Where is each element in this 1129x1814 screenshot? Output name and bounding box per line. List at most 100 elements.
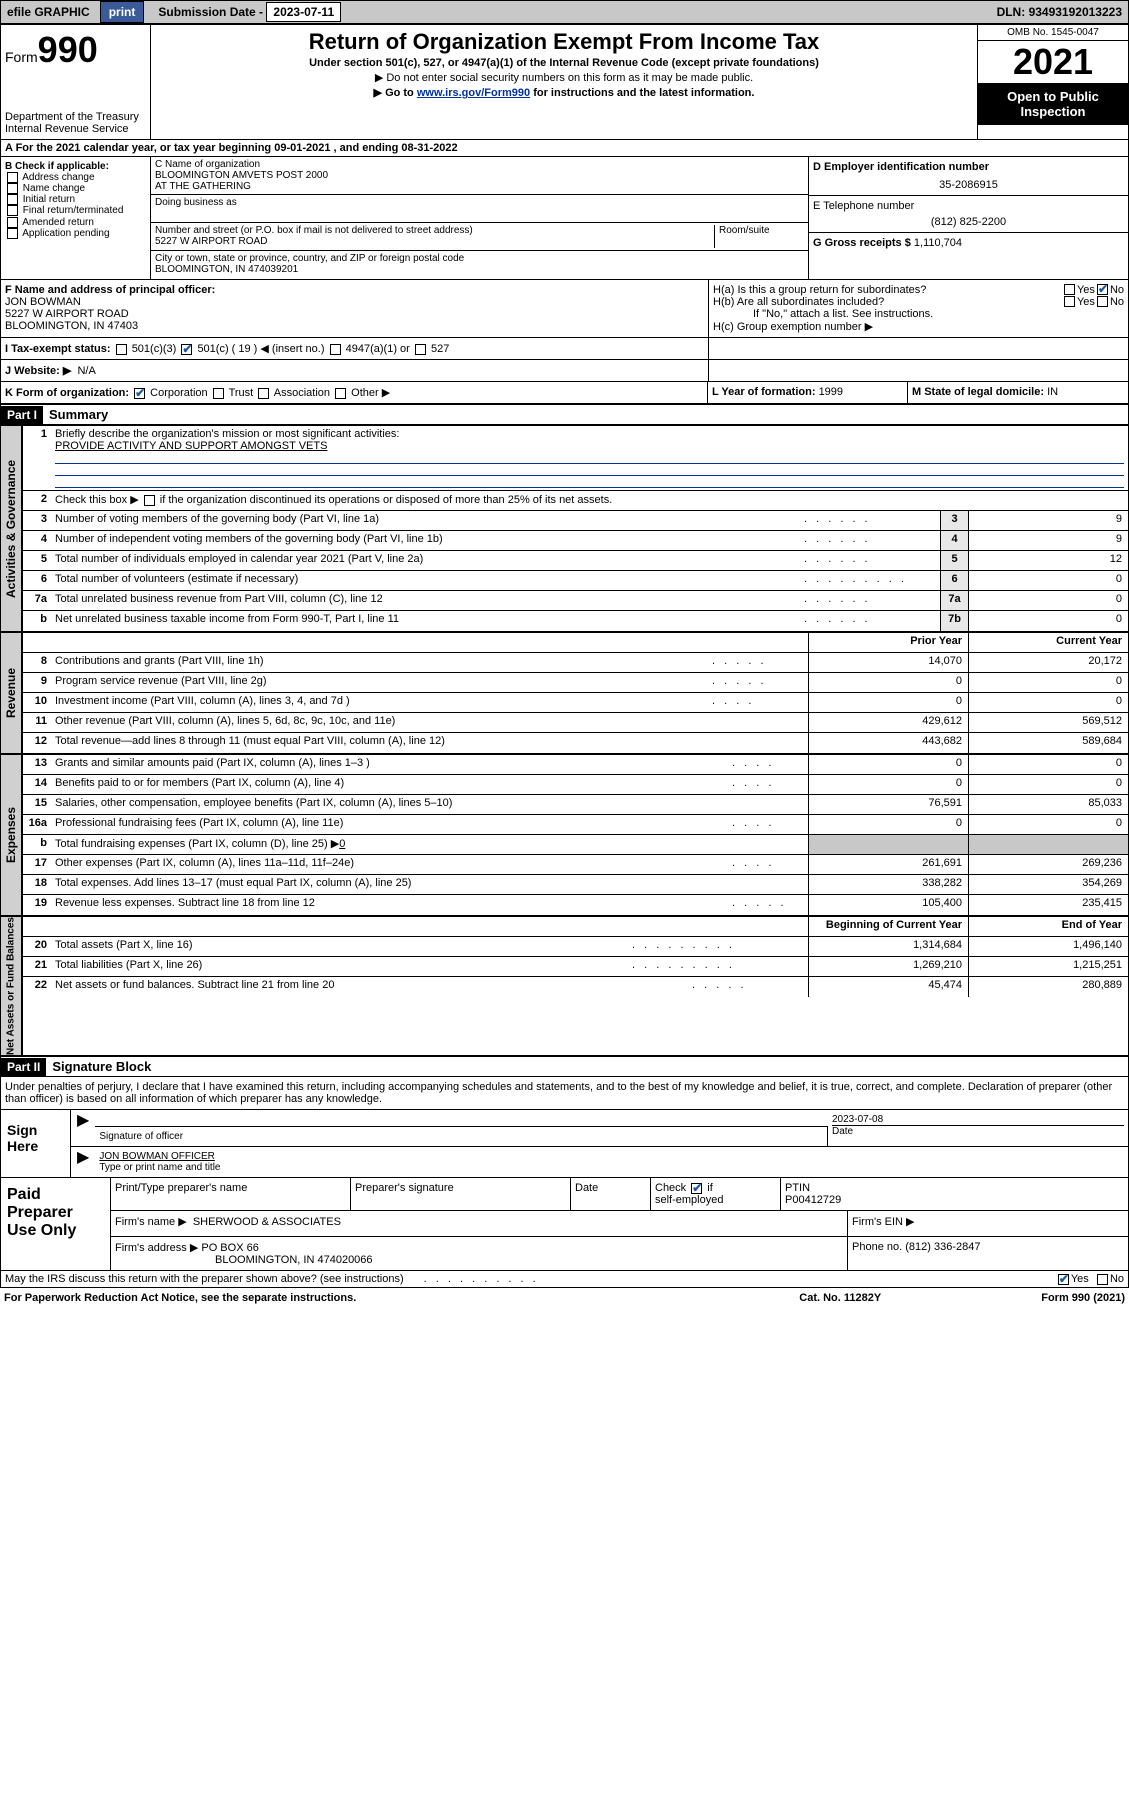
i-4947[interactable] bbox=[330, 344, 341, 355]
self-emp-checkbox[interactable] bbox=[691, 1183, 702, 1194]
penalty-text: Under penalties of perjury, I declare th… bbox=[0, 1077, 1129, 1109]
p8: 14,070 bbox=[808, 653, 968, 672]
l1-label: Briefly describe the organization's miss… bbox=[55, 428, 399, 440]
ha-no[interactable] bbox=[1097, 284, 1108, 295]
l17: Other expenses (Part IX, column (A), lin… bbox=[51, 855, 728, 874]
l-value: 1999 bbox=[819, 386, 843, 398]
l3: Number of voting members of the governin… bbox=[51, 511, 800, 530]
e-label: E Telephone number bbox=[813, 200, 1124, 212]
hb-no[interactable] bbox=[1097, 296, 1108, 307]
room-label: Room/suite bbox=[714, 225, 804, 248]
c19: 235,415 bbox=[968, 895, 1128, 915]
form-title: Return of Organization Exempt From Incom… bbox=[155, 29, 973, 55]
ha-yes[interactable] bbox=[1064, 284, 1075, 295]
preparer-block: PaidPreparerUse Only Print/Type preparer… bbox=[0, 1178, 1129, 1271]
may-irs-no[interactable] bbox=[1097, 1274, 1108, 1285]
dln-value: 93493192013223 bbox=[1029, 5, 1122, 19]
checkbox-initial-return[interactable] bbox=[7, 194, 18, 205]
l15: Salaries, other compensation, employee b… bbox=[51, 795, 808, 814]
block-expenses: Expenses 13Grants and similar amounts pa… bbox=[0, 754, 1129, 916]
p13: 0 bbox=[808, 755, 968, 774]
p11: 429,612 bbox=[808, 713, 968, 732]
hb-label: H(b) Are all subordinates included? bbox=[713, 296, 1062, 308]
form-note-ssn: ▶ Do not enter social security numbers o… bbox=[155, 71, 973, 84]
c11: 569,512 bbox=[968, 713, 1128, 732]
gross-receipts: 1,110,704 bbox=[914, 237, 962, 249]
goto-post: for instructions and the latest informat… bbox=[530, 87, 754, 99]
header-grid: B Check if applicable: Address change Na… bbox=[0, 157, 1129, 280]
goto-pre: ▶ Go to bbox=[374, 87, 417, 99]
vtext-revenue: Revenue bbox=[0, 632, 22, 754]
irs-link[interactable]: www.irs.gov/Form990 bbox=[417, 87, 530, 99]
may-irs-yes[interactable] bbox=[1058, 1274, 1069, 1285]
v5: 12 bbox=[968, 551, 1128, 570]
form-footer: Form 990 (2021) bbox=[1041, 1292, 1125, 1304]
subdate-label: Submission Date - bbox=[158, 5, 266, 19]
c22: 280,889 bbox=[968, 977, 1128, 997]
p12: 443,682 bbox=[808, 733, 968, 753]
k-other[interactable] bbox=[335, 388, 346, 399]
part-ii-title: Signature Block bbox=[46, 1057, 157, 1076]
date-label: Date bbox=[832, 1125, 1124, 1137]
sign-here-label: SignHere bbox=[1, 1110, 71, 1177]
m-label: M State of legal domicile: bbox=[912, 386, 1047, 398]
a-end: 08-31-2022 bbox=[401, 142, 457, 154]
l7a: Total unrelated business revenue from Pa… bbox=[51, 591, 800, 610]
form-word: Form bbox=[5, 49, 38, 65]
dln-label: DLN: bbox=[997, 5, 1029, 19]
p16a: 0 bbox=[808, 815, 968, 834]
checkbox-final-return[interactable] bbox=[7, 205, 18, 216]
ptin-value: P00412729 bbox=[785, 1194, 841, 1206]
checkbox-amended[interactable] bbox=[7, 217, 18, 228]
sig-date-value: 2023-07-08 bbox=[832, 1114, 1124, 1125]
l6: Total number of volunteers (estimate if … bbox=[51, 571, 800, 590]
row-klm: K Form of organization: Corporation Trus… bbox=[0, 382, 1129, 404]
i-501c3[interactable] bbox=[116, 344, 127, 355]
print-button[interactable]: print bbox=[100, 1, 145, 23]
may-irs-label: May the IRS discuss this return with the… bbox=[5, 1273, 404, 1285]
c10: 0 bbox=[968, 693, 1128, 712]
a-pre: A For the 2021 calendar year, or tax yea… bbox=[5, 142, 274, 154]
a-begin: 09-01-2021 bbox=[274, 142, 330, 154]
paperwork-footer: For Paperwork Reduction Act Notice, see … bbox=[0, 1288, 1129, 1308]
form-subtitle-1: Under section 501(c), 527, or 4947(a)(1)… bbox=[155, 57, 973, 69]
p14: 0 bbox=[808, 775, 968, 794]
i-label: I Tax-exempt status: bbox=[5, 343, 111, 355]
l7b: Net unrelated business taxable income fr… bbox=[51, 611, 800, 631]
firm-phone: (812) 336-2847 bbox=[905, 1241, 980, 1253]
l2-checkbox[interactable] bbox=[144, 495, 155, 506]
i-501c[interactable] bbox=[181, 344, 192, 355]
form-number: 990 bbox=[38, 29, 98, 70]
dba-label: Doing business as bbox=[155, 197, 804, 208]
firm-name: SHERWOOD & ASSOCIATES bbox=[193, 1216, 341, 1228]
checkbox-app-pending[interactable] bbox=[7, 228, 18, 239]
cat-no: Cat. No. 11282Y bbox=[799, 1292, 881, 1304]
k-assoc[interactable] bbox=[258, 388, 269, 399]
i-527[interactable] bbox=[415, 344, 426, 355]
l-label: L Year of formation: bbox=[712, 386, 819, 398]
l21: Total liabilities (Part X, line 26) bbox=[51, 957, 628, 976]
c15: 85,033 bbox=[968, 795, 1128, 814]
c9: 0 bbox=[968, 673, 1128, 692]
vtext-governance: Activities & Governance bbox=[0, 425, 22, 632]
firm-addr2: BLOOMINGTON, IN 474020066 bbox=[115, 1254, 373, 1266]
block-netassets: Net Assets or Fund Balances Beginning of… bbox=[0, 916, 1129, 1056]
k-trust[interactable] bbox=[213, 388, 224, 399]
l1-value: PROVIDE ACTIVITY AND SUPPORT AMONGST VET… bbox=[55, 440, 327, 452]
l16b-pre: Total fundraising expenses (Part IX, col… bbox=[55, 838, 339, 850]
p9: 0 bbox=[808, 673, 968, 692]
checkbox-name-change[interactable] bbox=[7, 183, 18, 194]
col-beginning: Beginning of Current Year bbox=[808, 917, 968, 936]
p15: 76,591 bbox=[808, 795, 968, 814]
officer-addr1: 5227 W AIRPORT ROAD bbox=[5, 308, 704, 320]
hb-yes[interactable] bbox=[1064, 296, 1075, 307]
ptin-label: PTIN bbox=[785, 1182, 810, 1194]
c13: 0 bbox=[968, 755, 1128, 774]
phone-value: (812) 825-2200 bbox=[813, 216, 1124, 228]
vtext-netassets: Net Assets or Fund Balances bbox=[0, 916, 22, 1056]
k-corp[interactable] bbox=[134, 388, 145, 399]
dept-treasury: Department of the Treasury bbox=[5, 111, 146, 123]
l16b-val: 0 bbox=[339, 838, 345, 850]
efile-label: efile GRAPHIC bbox=[1, 5, 96, 19]
checkbox-address-change[interactable] bbox=[7, 172, 18, 183]
